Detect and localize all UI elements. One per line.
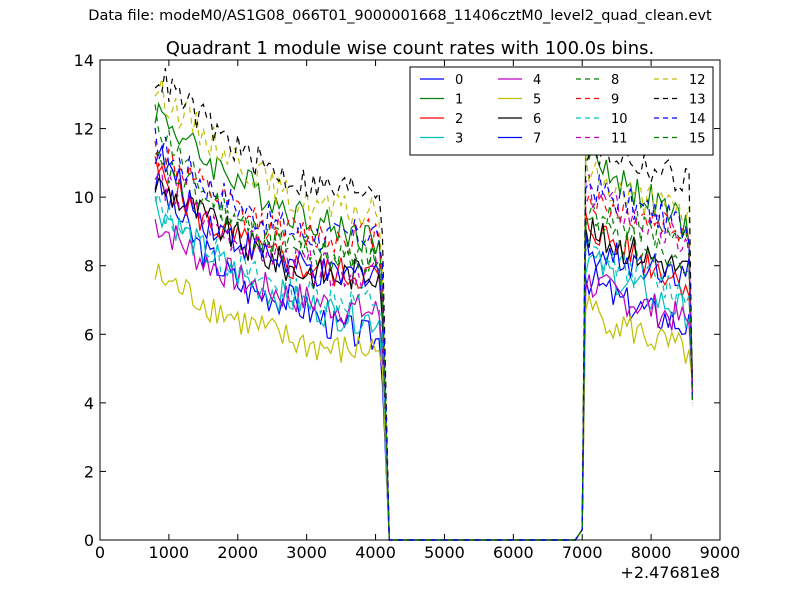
x-tick-label: 8000 [631, 543, 672, 562]
series-line-8 [154, 104, 693, 541]
legend-label-11: 11 [611, 132, 628, 147]
series-line-10 [154, 191, 693, 541]
series-line-14 [154, 127, 693, 541]
legend-label-7: 7 [533, 132, 541, 147]
x-tick-label: 6000 [493, 543, 534, 562]
legend-label-0: 0 [455, 73, 463, 88]
suptitle: Data file: modeM0/AS1G08_066T01_90000016… [88, 8, 712, 24]
y-tick-label: 4 [84, 394, 94, 413]
legend-label-10: 10 [611, 112, 628, 127]
x-tick-label: 2000 [217, 543, 258, 562]
legend-label-8: 8 [611, 73, 619, 88]
series-line-13 [154, 68, 693, 541]
series-line-15 [154, 152, 693, 541]
tick-layer: 0 1000 2000 3000 4000 5000 6000 7000 8000 9000 0 2 4… [74, 51, 741, 562]
x-tick-label: 0 [95, 543, 105, 562]
y-tick-label: 10 [74, 188, 94, 207]
y-tick-label: 0 [84, 531, 94, 550]
x-tick-label: 3000 [286, 543, 327, 562]
x-tick-label: 4000 [355, 543, 396, 562]
series-layer [154, 68, 693, 541]
legend-box [409, 66, 714, 156]
series-line-9 [154, 140, 693, 541]
legend-label-1: 1 [455, 93, 463, 108]
legend-label-14: 14 [689, 112, 706, 127]
x-offset-label: +2.47681e8 [620, 563, 720, 582]
y-tick-label: 6 [84, 325, 94, 344]
legend-label-3: 3 [455, 132, 463, 147]
y-tick-label: 2 [84, 462, 94, 481]
series-line-2 [154, 156, 693, 541]
series-line-5 [154, 263, 693, 541]
legend-label-13: 13 [689, 93, 706, 108]
legend-label-5: 5 [533, 93, 541, 108]
legend-label-2: 2 [455, 112, 463, 127]
legend-label-9: 9 [611, 93, 619, 108]
x-tick-label: 7000 [562, 543, 603, 562]
y-tick-label: 8 [84, 257, 94, 276]
x-tick-label: 1000 [149, 543, 190, 562]
legend-label-15: 15 [689, 132, 706, 147]
series-line-1 [154, 101, 693, 541]
series-line-3 [154, 196, 693, 541]
legend-label-4: 4 [533, 73, 541, 88]
x-tick-label: 9000 [700, 543, 741, 562]
legend-label-6: 6 [533, 112, 541, 127]
chart-title: Quadrant 1 module wise count rates with … [166, 38, 655, 59]
y-tick-label: 14 [74, 51, 94, 70]
legend-label-12: 12 [689, 73, 706, 88]
series-line-12 [154, 78, 693, 541]
series-line-4 [154, 218, 693, 541]
y-tick-label: 12 [74, 120, 94, 139]
series-line-7 [154, 143, 693, 541]
x-tick-label: 5000 [424, 543, 465, 562]
series-line-11 [154, 172, 693, 541]
